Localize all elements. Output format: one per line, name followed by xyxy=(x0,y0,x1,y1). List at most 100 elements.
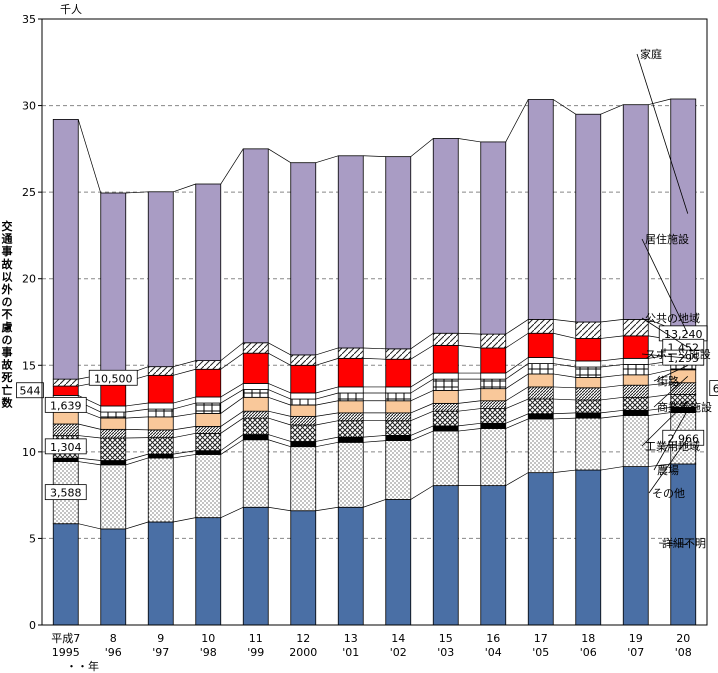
bar-segment xyxy=(195,432,222,452)
series-connector xyxy=(648,412,671,416)
y-axis-title-char: 数 xyxy=(2,395,14,409)
series-connector xyxy=(505,418,529,429)
bar-segment xyxy=(432,332,459,346)
bar-segment xyxy=(100,428,127,439)
bar-segment xyxy=(100,405,127,413)
x-tick-label: '97 xyxy=(152,646,169,659)
series-connector xyxy=(125,453,149,461)
series-connector xyxy=(315,386,339,394)
series-connector xyxy=(125,402,149,407)
x-tick-label: 11 xyxy=(249,632,263,645)
series-connector xyxy=(315,392,339,400)
bar-segment xyxy=(385,392,412,402)
bar-segment xyxy=(432,430,459,487)
bar-segment xyxy=(195,517,222,626)
bar-segment xyxy=(622,364,649,376)
series-connector xyxy=(363,155,386,157)
unit-label: 千人 xyxy=(60,3,82,16)
series-connector xyxy=(600,409,624,414)
series-connector xyxy=(600,335,624,339)
data-label-text: 3,588 xyxy=(50,487,82,500)
bar-segment xyxy=(147,453,174,459)
x-tick-label: 20 xyxy=(676,632,690,645)
series-connector xyxy=(600,415,624,419)
x-tick-label: '01 xyxy=(342,646,359,659)
legend-entry: 詳細不明 xyxy=(658,536,706,550)
series-connector xyxy=(553,332,576,339)
data-label-text: 668 xyxy=(713,383,718,396)
series-connector xyxy=(600,358,624,362)
bar-segment xyxy=(527,332,554,358)
series-connector xyxy=(410,425,434,436)
bar-segment xyxy=(385,440,412,500)
bar-segment xyxy=(480,422,507,429)
series-connector xyxy=(268,434,291,442)
bar-segment xyxy=(147,429,174,439)
bar-segment xyxy=(195,450,222,455)
bar-segment xyxy=(242,506,269,626)
bars xyxy=(52,98,697,626)
bar-segment xyxy=(622,384,649,398)
bar-segment xyxy=(527,398,554,415)
series-connector xyxy=(600,466,624,471)
bar-segment xyxy=(432,138,459,334)
data-label-text: 544 xyxy=(20,385,41,398)
y-axis-title-char: 故 xyxy=(2,257,14,271)
bar-segment xyxy=(195,413,222,427)
x-tick-label: '08 xyxy=(675,646,692,659)
series-connector xyxy=(315,347,339,356)
series-connector xyxy=(173,517,196,523)
bar-segment xyxy=(290,404,317,417)
series-connector xyxy=(553,373,576,378)
bar-segment xyxy=(100,528,127,626)
legend-entry: 居住施設 xyxy=(641,232,689,335)
series-connector xyxy=(410,410,434,422)
series-connector xyxy=(220,352,244,370)
bar-segment xyxy=(480,378,507,390)
bar-segment xyxy=(52,385,79,396)
x-tick-label: '02 xyxy=(390,646,407,659)
y-axis-title-char: 故 xyxy=(2,358,14,372)
legend-leader-line xyxy=(641,353,688,359)
bar-segment xyxy=(290,424,317,442)
legend-label: 工業用地域 xyxy=(645,440,700,453)
bar-segment xyxy=(337,386,364,394)
legend-entry: スポーツ施設 xyxy=(641,347,711,361)
series-connector xyxy=(220,434,244,451)
series-connector xyxy=(315,436,339,442)
data-label: 3,588 xyxy=(44,484,87,501)
data-label-text: 13,240 xyxy=(664,328,703,341)
series-connector xyxy=(220,439,244,455)
series-connector xyxy=(125,521,149,530)
y-axis-title-char: 死 xyxy=(2,371,13,384)
series-connector xyxy=(648,463,671,467)
series-connector xyxy=(78,523,101,530)
bar-segment xyxy=(242,396,269,412)
series-connector xyxy=(600,319,624,323)
bar-segment xyxy=(480,372,507,380)
series-connector xyxy=(268,352,291,366)
series-connector xyxy=(505,332,529,349)
bar-segment xyxy=(147,191,174,368)
bar-segment xyxy=(622,396,649,411)
x-tick-label: 8 xyxy=(110,632,117,645)
bar-segment xyxy=(480,333,507,349)
series-connector xyxy=(553,398,576,401)
series-connector xyxy=(78,457,101,461)
bar-segment xyxy=(432,410,459,427)
series-connector xyxy=(553,386,576,389)
series-connector xyxy=(315,506,339,512)
bar-segment xyxy=(290,446,317,512)
bar-segment xyxy=(195,454,222,519)
y-axis-title-char: 亡 xyxy=(2,383,13,397)
bar-segment xyxy=(290,392,317,400)
x-tick-label: 14 xyxy=(391,632,405,645)
series-connector xyxy=(315,412,339,417)
series-connector xyxy=(648,98,671,106)
bar-segment xyxy=(100,381,127,407)
series-connector xyxy=(173,183,196,193)
data-label-text: 1,295 xyxy=(668,352,700,365)
series-connector xyxy=(600,364,624,368)
bar-segment xyxy=(147,437,174,455)
